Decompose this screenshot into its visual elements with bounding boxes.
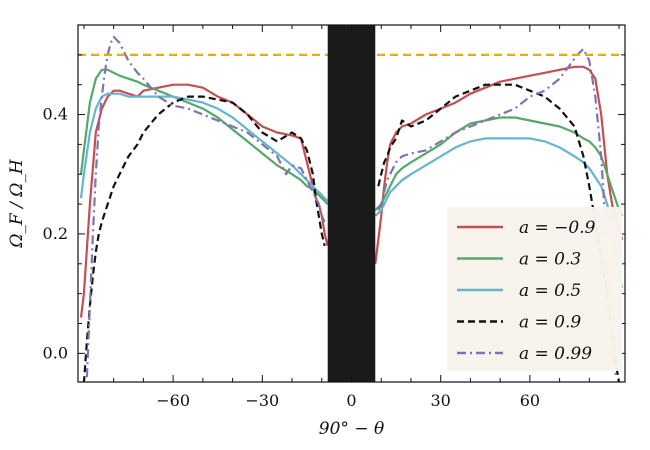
axes: −60 −30 0 30 60 0.0 0.2 0.4 xyxy=(43,24,626,410)
legend-label: a = 0.5 xyxy=(519,281,581,301)
series-line-5-right xyxy=(377,47,618,378)
x-tick-label: −60 xyxy=(156,391,190,410)
legend-label: a = 0.3 xyxy=(519,250,581,270)
legend-label: a = 0.99 xyxy=(519,344,592,364)
x-tick-label: 60 xyxy=(520,391,540,410)
y-tick-label: 0.2 xyxy=(43,224,68,243)
legend-label: a = −0.9 xyxy=(519,218,596,238)
x-axis-label: 90° − θ xyxy=(319,419,384,439)
series-line-5-left xyxy=(85,35,326,378)
series-line-2-right xyxy=(374,116,623,217)
series-line-4-left xyxy=(82,95,326,382)
series-line-3-right xyxy=(374,137,624,288)
masked-band xyxy=(327,25,376,382)
plot-area xyxy=(78,25,625,382)
series-group xyxy=(78,25,625,382)
y-tick-label: 0.0 xyxy=(43,343,68,362)
legend-label: a = 0.9 xyxy=(519,313,581,333)
series-line-3-left xyxy=(79,92,329,202)
x-tick-label: 30 xyxy=(431,391,451,410)
x-tick-label: 0 xyxy=(346,391,356,410)
legend: a = −0.9 a = 0.3 a = 0.5 a = 0.9 a = 0.99 xyxy=(447,207,622,371)
y-tick-label: 0.4 xyxy=(43,105,68,124)
x-tick-label: −30 xyxy=(245,391,279,410)
y-axis-label-wrap: Ω_F / Ω_H xyxy=(7,158,27,249)
y-axis-label: Ω_F / Ω_H xyxy=(7,158,27,249)
series-line-1-left xyxy=(79,83,329,318)
